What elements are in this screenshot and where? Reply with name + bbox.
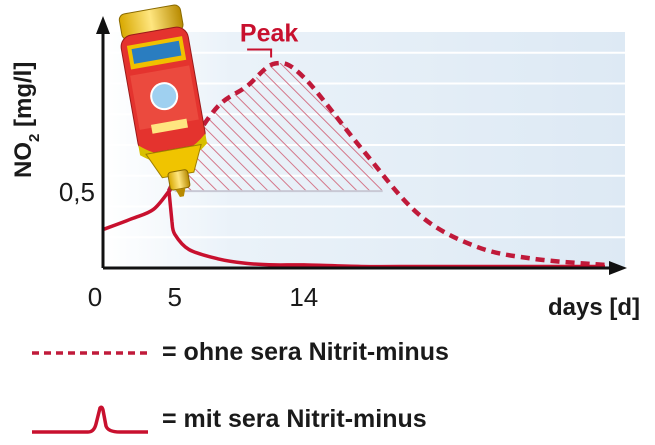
x-tick-label: 0: [88, 282, 102, 312]
legend-label-mit: = mit sera Nitrit-minus: [162, 404, 427, 433]
solid-step-line-icon: [32, 405, 148, 434]
x-tick-label: 14: [289, 282, 318, 312]
peak-bracket: [247, 48, 273, 58]
y-axis-title: NO2 [mg/l]: [10, 62, 43, 178]
dashed-line-icon: [32, 350, 148, 355]
hatched-peak-area: [174, 63, 383, 192]
x-axis-arrow-icon: [609, 261, 627, 275]
series-line-mit-decay: [167, 190, 605, 269]
legend-label-ohne: = ohne sera Nitrit-minus: [162, 338, 449, 366]
peak-annotation: Peak: [240, 20, 298, 48]
sera-nitrit-minus-bottle-icon: [118, 4, 208, 197]
series-line-mit-rise: [102, 189, 171, 232]
legend-item-ohne: = ohne sera Nitrit-minus: [30, 338, 449, 367]
legend-item-mit: = mit sera Nitrit-minus: [30, 402, 427, 436]
ticks: 0 5 14 0,5: [59, 177, 318, 312]
y-axis-arrow-icon: [96, 16, 110, 34]
y-tick-label: 0,5: [59, 177, 95, 207]
x-tick-label: 5: [167, 282, 181, 312]
x-axis-title: days [d]: [548, 294, 640, 321]
